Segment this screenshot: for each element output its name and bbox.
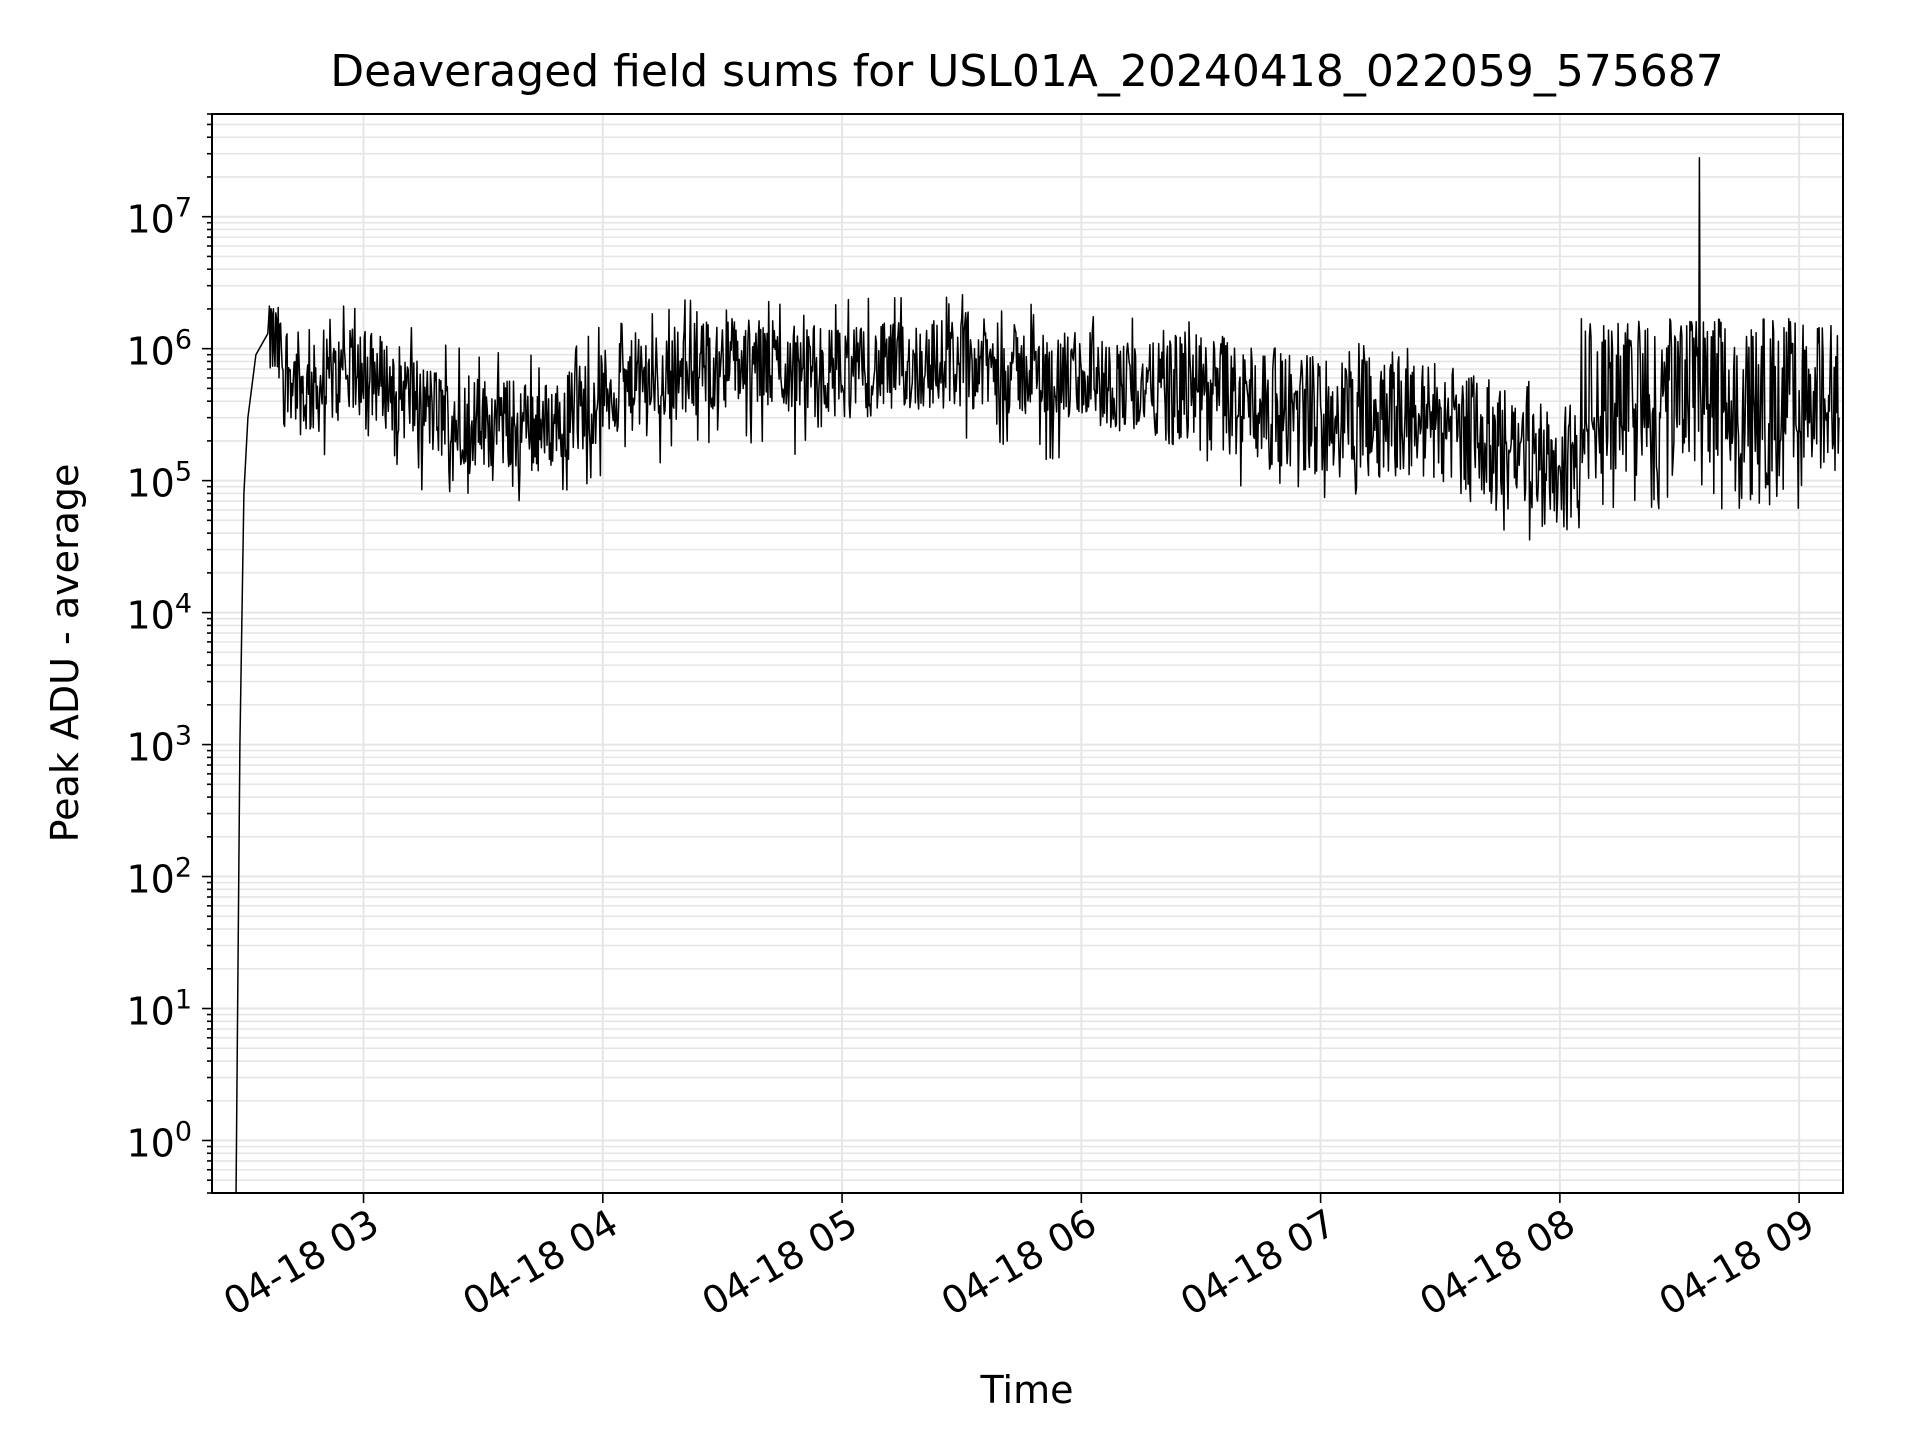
y-tick-label: 100: [126, 1116, 192, 1165]
x-tick-label: 04-18 07: [1173, 1201, 1343, 1325]
x-tick-label: 04-18 04: [455, 1201, 625, 1325]
y-tick-label: 102: [126, 853, 192, 902]
axis-ticks: 04-18 03 04-18 04 04-18 05 04-18 06 04-18 07…: [126, 113, 1822, 1325]
grid-lines: [212, 113, 1843, 1194]
y-tick-label: 101: [126, 985, 192, 1034]
y-tick-label: 106: [126, 325, 192, 374]
x-tick-label: 04-18 03: [216, 1201, 386, 1325]
chart-title: Deaveraged field sums for USL01A_2024041…: [330, 46, 1724, 97]
x-axis-label: Time: [980, 1368, 1074, 1412]
y-tick-label: 103: [126, 721, 192, 770]
x-tick-label: 04-18 09: [1652, 1201, 1822, 1325]
y-tick-label: 105: [126, 457, 192, 506]
y-tick-label: 104: [126, 589, 192, 638]
x-tick-label: 04-18 05: [695, 1201, 865, 1325]
y-tick-label: 107: [126, 193, 192, 242]
x-tick-label: 04-18 08: [1412, 1201, 1582, 1325]
x-tick-label: 04-18 06: [934, 1201, 1104, 1325]
plot-frame: [211, 113, 1844, 1194]
y-axis-label: Peak ADU - average: [43, 464, 87, 843]
series-line: [235, 156, 1840, 1193]
